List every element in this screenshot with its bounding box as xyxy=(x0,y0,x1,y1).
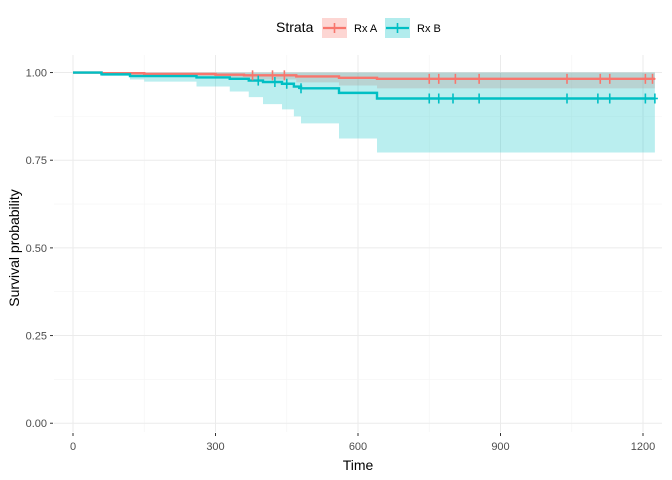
y-axis-title: Survival probability xyxy=(6,189,22,307)
y-tick-label: 0.25 xyxy=(26,331,47,343)
censor-mark-rx-a xyxy=(269,70,276,81)
y-tick-label: 0.75 xyxy=(26,155,47,167)
legend: Strata Rx A Rx B xyxy=(276,18,441,38)
censor-mark-rx-a xyxy=(435,73,442,84)
censor-mark-rx-b xyxy=(651,93,658,104)
censor-mark-rx-b xyxy=(426,93,433,104)
censor-marks xyxy=(249,70,658,104)
censor-mark-rx-a xyxy=(597,73,604,84)
censor-mark-rx-a xyxy=(564,73,570,84)
censor-mark-rx-b xyxy=(271,77,278,88)
y-tick-label: 0.00 xyxy=(26,418,47,430)
censor-mark-rx-a xyxy=(452,73,459,84)
censor-mark-rx-b xyxy=(642,93,649,104)
x-tick-label: 1200 xyxy=(631,441,655,453)
x-tick-label: 0 xyxy=(70,441,76,453)
grid-lines xyxy=(54,55,662,432)
x-tick-label: 600 xyxy=(349,441,367,453)
censor-mark-rx-a xyxy=(606,73,613,84)
x-tick-label: 300 xyxy=(206,441,224,453)
censor-mark-rx-b xyxy=(283,78,290,89)
legend-item-rx-a: Rx A xyxy=(322,18,378,38)
survival-curves xyxy=(73,71,655,100)
x-axis-title: Time xyxy=(343,457,374,473)
legend-label-rx-b: Rx B xyxy=(417,23,441,35)
censor-mark-rx-a xyxy=(281,70,288,81)
censor-mark-rx-a xyxy=(476,73,483,84)
x-axis-ticks: 0 300 600 900 1200 xyxy=(70,433,655,453)
y-tick-label: 1.00 xyxy=(26,68,47,80)
censor-mark-rx-b xyxy=(450,93,456,104)
censor-mark-rx-a xyxy=(642,73,649,84)
censor-mark-rx-a xyxy=(426,73,433,84)
censor-mark-rx-b xyxy=(435,93,442,104)
censor-mark-rx-b xyxy=(298,83,304,94)
censor-mark-rx-b xyxy=(564,93,570,104)
censor-mark-rx-a xyxy=(649,73,656,84)
y-tick-label: 0.50 xyxy=(26,243,47,255)
censor-mark-rx-a xyxy=(249,70,256,81)
y-axis-ticks: 0.00 0.25 0.50 0.75 1.00 xyxy=(26,68,53,430)
x-tick-label: 900 xyxy=(491,441,509,453)
survival-line-rx-b xyxy=(73,71,655,100)
censor-mark-rx-b xyxy=(255,75,262,86)
legend-item-rx-b: Rx B xyxy=(385,18,441,38)
confidence-band-rx-b xyxy=(73,72,655,153)
legend-label-rx-a: Rx A xyxy=(354,23,378,35)
censor-mark-rx-b xyxy=(594,93,601,104)
censor-mark-rx-b xyxy=(476,93,483,104)
censor-mark-rx-b xyxy=(606,93,613,104)
legend-title: Strata xyxy=(276,19,314,35)
confidence-bands xyxy=(73,72,655,153)
